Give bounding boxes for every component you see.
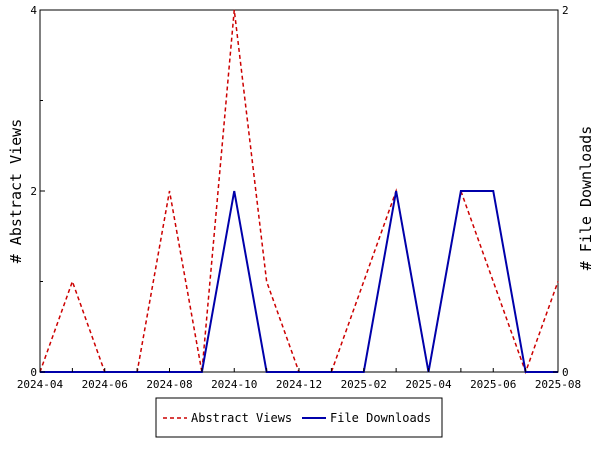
x-axis: 2024-04 2024-06 2024-08 2024-10 2024-12 2025-… <box>17 368 581 391</box>
x-tick-label: 2025-02 <box>341 378 387 391</box>
legend-label-abstract-views: Abstract Views <box>191 411 292 425</box>
y-axis-right: 02 <box>553 4 569 379</box>
x-tick-label: 2024-04 <box>17 378 64 391</box>
x-tick-label: 2025-04 <box>405 378 452 391</box>
legend-box <box>155 397 443 438</box>
y-axis-title-right: # File Downloads <box>577 126 595 271</box>
y-tick-label-right: 0 <box>562 366 569 379</box>
x-tick-label: 2024-08 <box>146 378 192 391</box>
y-axis-left: 0 2 4 <box>30 4 45 379</box>
y-tick-label-left: 2 <box>30 185 37 198</box>
x-tick-label: 2025-06 <box>470 378 516 391</box>
x-tick-label: 2024-06 <box>82 378 128 391</box>
x-tick-label: 2024-12 <box>276 378 322 391</box>
y-tick-label-left: 0 <box>30 366 37 379</box>
x-tick-label: 2025-08 <box>535 378 581 391</box>
legend-label-file-downloads: File Downloads <box>330 411 431 425</box>
y-tick-label-left: 4 <box>30 4 37 17</box>
y-axis-title-left: # Abstract Views <box>7 119 25 264</box>
x-tick-label: 2024-10 <box>211 378 257 391</box>
y-tick-label-right: 2 <box>562 4 569 17</box>
legend: Abstract Views File Downloads <box>155 397 443 438</box>
